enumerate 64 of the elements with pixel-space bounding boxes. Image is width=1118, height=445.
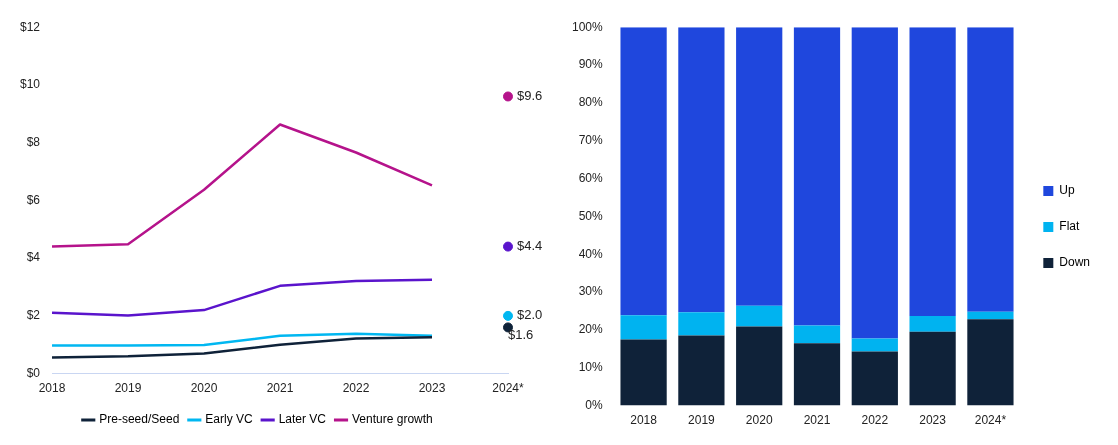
y-tick-label: 30%	[578, 284, 604, 299]
bar	[678, 312, 725, 336]
legend-label: Up	[1059, 183, 1075, 198]
bar	[967, 311, 1014, 320]
x-tick-label: 2024*	[492, 381, 525, 396]
y-tick-label: 50%	[578, 208, 604, 223]
legend-label: Venture growth	[352, 412, 433, 427]
bar	[967, 319, 1014, 406]
bar	[793, 325, 841, 344]
legend-label: Pre-seed/Seed	[99, 412, 180, 427]
x-tick-label: 2018	[38, 381, 66, 396]
y-tick-label: 10%	[578, 360, 604, 375]
data-label: $4.4	[517, 238, 543, 254]
y-tick-label: $4	[26, 250, 41, 265]
x-tick-label: 2020	[745, 413, 773, 428]
y-tick-label: 90%	[578, 57, 604, 72]
bar	[736, 326, 783, 406]
bar	[851, 351, 898, 406]
x-tick-label: 2022	[342, 381, 370, 396]
bar	[909, 331, 956, 406]
y-tick-label: 100%	[571, 19, 604, 34]
bar	[851, 338, 898, 352]
x-tick-label: 2019	[688, 413, 716, 428]
y-tick-label: $2	[26, 308, 41, 323]
x-tick-label: 2019	[114, 381, 142, 396]
bar	[620, 315, 667, 340]
y-tick-label: 20%	[578, 322, 604, 337]
data-label: $1.6	[508, 327, 534, 343]
bar	[967, 27, 1014, 312]
x-tick-label: 2024*	[974, 413, 1007, 428]
y-tick-label: 80%	[578, 95, 604, 110]
y-tick-label: $0	[26, 365, 41, 380]
bar	[678, 27, 725, 313]
x-tick-label: 2021	[266, 381, 294, 396]
x-tick-label: 2018	[630, 413, 658, 428]
y-tick-label: 70%	[578, 133, 604, 148]
x-tick-label: 2020	[190, 381, 218, 396]
bar	[736, 27, 783, 306]
bar	[736, 305, 783, 327]
y-tick-label: $10	[19, 77, 41, 92]
legend-label: Later VC	[278, 412, 327, 427]
x-tick-label: 2023	[919, 413, 947, 428]
bar	[851, 27, 898, 339]
bar	[909, 315, 956, 332]
data-label: $2.0	[517, 307, 543, 323]
data-label: $9.6	[517, 88, 543, 104]
y-tick-label: 40%	[578, 246, 604, 261]
legend-label: Down	[1059, 255, 1091, 270]
y-tick-label: 60%	[578, 170, 604, 185]
y-tick-label: $8	[26, 134, 41, 149]
bar	[909, 27, 956, 316]
y-tick-label: $12	[19, 19, 41, 34]
x-tick-label: 2021	[803, 413, 831, 428]
bar	[620, 27, 667, 316]
legend-label: Flat	[1059, 219, 1080, 234]
y-tick-label: $6	[26, 192, 41, 207]
bar	[678, 335, 725, 406]
bar	[620, 339, 667, 406]
bar	[793, 343, 841, 406]
x-tick-label: 2022	[861, 413, 889, 428]
bar	[793, 27, 841, 326]
y-tick-label: 0%	[585, 397, 604, 412]
legend-label: Early VC	[205, 412, 253, 427]
x-tick-label: 2023	[418, 381, 446, 396]
